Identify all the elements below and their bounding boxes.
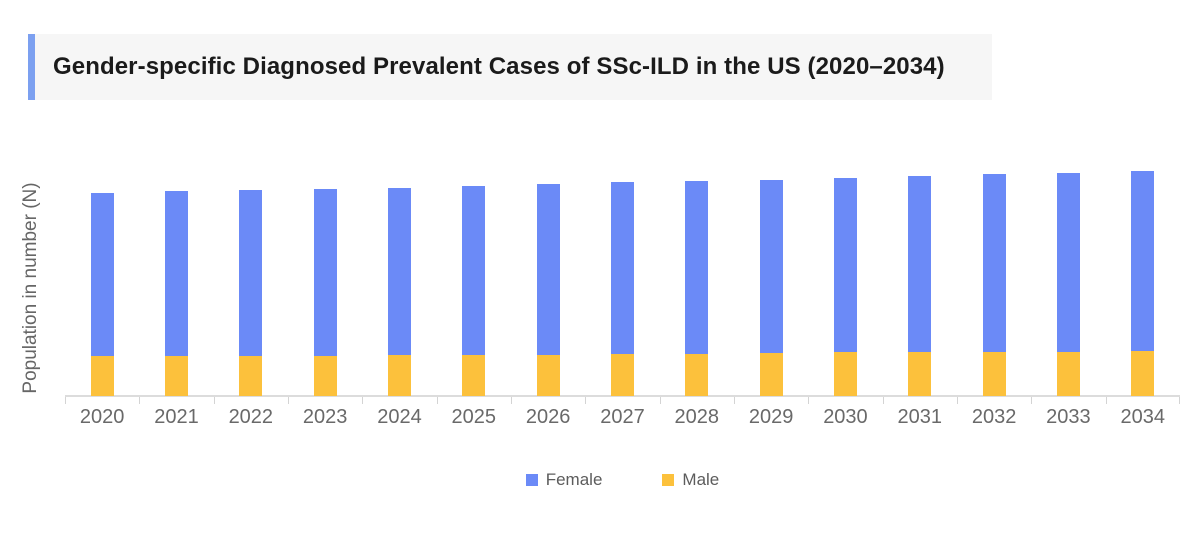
x-tick-label-2034: 2034 (1120, 406, 1166, 428)
x-axis-tick (1179, 397, 1180, 404)
bar-2029 (759, 179, 783, 396)
x-axis-tick (65, 397, 66, 404)
bar-2024-female-segment (388, 187, 411, 355)
legend-item-female: Female (525, 470, 603, 490)
plot-area (65, 160, 1180, 404)
legend-label: Female (545, 470, 603, 489)
bar-2021-male-segment (165, 356, 188, 396)
x-tick-label-2023: 2023 (302, 406, 348, 428)
x-axis-tick (882, 397, 884, 404)
bar-2021-female-segment (165, 191, 188, 356)
bar-2030-female-segment (834, 178, 857, 352)
x-axis-tick (808, 397, 810, 404)
bar-2032-male-segment (982, 351, 1006, 396)
x-axis-tick (436, 397, 438, 404)
x-axis-tick (659, 397, 661, 404)
x-axis-labels: 2020 2021 2022 2023 2024 2025 2026 2027 2028 2029… (65, 406, 1180, 429)
bar-2028 (685, 180, 709, 396)
legend-item-male: Male (662, 470, 719, 490)
bar-2033-male-segment (1057, 351, 1080, 396)
bar-2029-female-segment (759, 179, 783, 353)
x-axis-tick (585, 397, 587, 404)
x-tick-label-2031: 2031 (897, 406, 943, 428)
x-tick-label-2032: 2032 (971, 406, 1017, 428)
x-tick-label-2021: 2021 (154, 406, 199, 428)
bar-2031-male-segment (908, 352, 932, 396)
x-axis-tick (1105, 397, 1107, 404)
bar-2030 (834, 178, 857, 396)
x-tick-label-2030: 2030 (823, 406, 868, 428)
bar-2031 (908, 176, 932, 396)
x-tick-label-2027: 2027 (600, 406, 645, 428)
bar-2032 (982, 174, 1006, 396)
bar-2027-male-segment (611, 354, 634, 396)
legend-label: Male (682, 470, 720, 489)
bar-2033 (1057, 172, 1080, 396)
bar-2026 (536, 184, 560, 396)
x-tick-label-2029: 2029 (748, 406, 794, 428)
x-axis-tick (213, 397, 215, 404)
bar-2023 (313, 189, 337, 396)
bar-2020 (90, 193, 114, 396)
bar-2032-female-segment (982, 174, 1006, 352)
legend-swatch-female (525, 474, 538, 486)
bar-2022-male-segment (239, 355, 263, 396)
bar-2028-male-segment (685, 353, 709, 396)
bar-2028-female-segment (685, 180, 709, 354)
bar-2027-female-segment (611, 182, 634, 354)
bar-2025-female-segment (462, 186, 486, 355)
bar-2034 (1131, 170, 1155, 396)
bar-2026-female-segment (536, 184, 560, 355)
bar-2020-male-segment (90, 356, 114, 396)
x-tick-label-2022: 2022 (228, 406, 274, 428)
bar-2034-male-segment (1131, 351, 1155, 396)
bar-2022 (239, 190, 263, 396)
x-axis-tick (288, 397, 289, 404)
bar-2026-male-segment (536, 354, 560, 396)
x-axis-tick (139, 397, 141, 404)
x-tick-label-2024: 2024 (377, 406, 422, 428)
chart-title-bar: Gender-specific Diagnosed Prevalent Case… (28, 34, 992, 100)
title-accent-bar (28, 34, 35, 100)
legend-swatch-male (662, 474, 675, 486)
x-tick-label-2028: 2028 (674, 406, 720, 428)
bar-2023-male-segment (313, 355, 337, 396)
chart-legend: Female Male (65, 470, 1180, 490)
x-axis-line (65, 395, 1180, 397)
bar-2027 (611, 182, 634, 396)
bar-2029-male-segment (759, 353, 783, 396)
x-tick-label-2025: 2025 (451, 406, 497, 428)
x-axis-tick (957, 397, 958, 404)
bar-2021 (165, 191, 188, 396)
chart-title: Gender-specific Diagnosed Prevalent Case… (53, 53, 945, 80)
bar-2025 (462, 186, 486, 396)
bar-2020-female-segment (90, 193, 114, 356)
bar-2031-female-segment (908, 176, 932, 352)
bar-2024-male-segment (388, 355, 411, 396)
x-tick-label-2020: 2020 (79, 406, 125, 428)
y-axis-label: Population in number (N) (20, 182, 41, 394)
x-axis-tick (734, 397, 735, 404)
bar-2024 (388, 187, 411, 396)
x-axis-tick (362, 397, 364, 404)
bar-2025-male-segment (462, 355, 486, 396)
bar-2022-female-segment (239, 190, 263, 356)
x-axis-tick (1031, 397, 1033, 404)
bar-2034-female-segment (1131, 170, 1155, 351)
bar-2033-female-segment (1057, 172, 1080, 352)
x-tick-label-2033: 2033 (1046, 406, 1091, 428)
x-axis-tick (511, 397, 512, 404)
bar-2030-male-segment (834, 352, 857, 396)
x-tick-label-2026: 2026 (525, 406, 571, 428)
bar-2023-female-segment (313, 189, 337, 356)
